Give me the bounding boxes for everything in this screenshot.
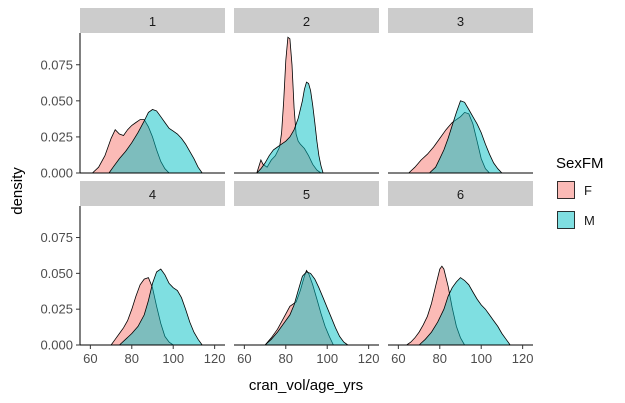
x-tick-label: 60: [391, 351, 405, 366]
legend-entries: FM: [557, 181, 595, 229]
density-line-M: [119, 268, 203, 346]
y-axis-title: density: [9, 167, 26, 215]
x-tick-label: 120: [512, 351, 534, 366]
legend-label-M: M: [584, 213, 595, 228]
legend-title: SexFM: [556, 155, 604, 172]
facet-strip-label: 3: [457, 14, 464, 29]
x-tick-label: 100: [316, 351, 338, 366]
density-line-M: [256, 81, 324, 174]
y-tick-label: 0.000: [40, 338, 73, 353]
y-tick-label: 0.050: [40, 93, 73, 108]
density-area-M: [419, 277, 511, 345]
facet-strip-label: 5: [303, 187, 310, 202]
y-tick-label: 0.000: [40, 166, 73, 181]
density-area-M: [265, 271, 348, 345]
y-axis: 0.000 0.025 0.050 0.075 0.000 0.025 0.050 0.075: [40, 33, 81, 353]
facet-strip-label: 6: [457, 187, 464, 202]
facet-strip: [234, 8, 379, 33]
x-tick-label: 60: [83, 351, 97, 366]
y-tick-label: 0.025: [40, 129, 73, 144]
x-axis: 60 80 100 120 60 80 100 120 60 80 100 120: [80, 172, 534, 366]
x-tick-label: 80: [279, 351, 293, 366]
x-tick-label: 120: [358, 351, 380, 366]
density-line-M: [429, 100, 503, 174]
density-area-M: [429, 100, 502, 173]
facet-strip: [80, 8, 225, 33]
facet-strip: [234, 181, 379, 206]
density-area-F: [256, 37, 321, 173]
density-line-M: [108, 109, 203, 174]
y-tick-label: 0.025: [40, 302, 73, 317]
legend-key-M: [557, 211, 575, 229]
legend: SexFM FM: [556, 155, 604, 229]
facet-strip-label: 2: [303, 14, 310, 29]
density-line-M: [418, 277, 511, 346]
density-line-M: [264, 271, 349, 346]
density-area-M: [109, 109, 203, 173]
facet-strip: [388, 181, 533, 206]
legend-label-F: F: [584, 183, 592, 198]
facet-strip-label: 4: [149, 187, 156, 202]
x-tick-label: 60: [237, 351, 251, 366]
legend-key-F: [557, 181, 575, 199]
x-tick-label: 80: [125, 351, 139, 366]
x-tick-label: 80: [433, 351, 447, 366]
density-area-M: [119, 269, 203, 345]
x-axis-title: cran_vol/age_yrs: [249, 377, 363, 394]
facet-panels: 1 2 3 4 5 6: [80, 8, 533, 346]
x-tick-label: 120: [204, 351, 226, 366]
y-tick-label: 0.075: [40, 57, 73, 72]
facet-strip-label: 1: [149, 14, 156, 29]
x-tick-label: 100: [162, 351, 184, 366]
y-tick-label: 0.075: [40, 230, 73, 245]
y-tick-label: 0.050: [40, 266, 73, 281]
facet-strip: [80, 181, 225, 206]
facet-strip: [388, 8, 533, 33]
x-tick-label: 100: [470, 351, 492, 366]
